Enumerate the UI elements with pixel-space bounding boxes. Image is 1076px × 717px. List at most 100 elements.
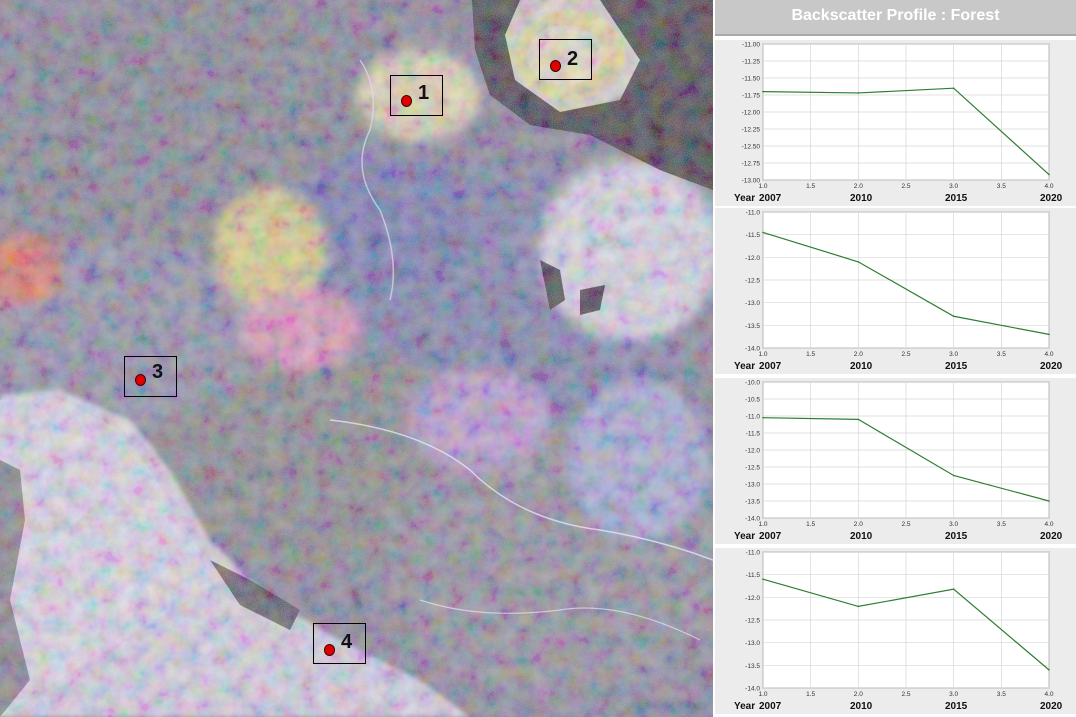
y-tick-label: -14.0 — [745, 346, 760, 353]
y-tick-label: -12.50 — [742, 144, 761, 151]
chart-panel-3: -10.0 -10.5 -11.0 -11.5 -12.0 -12.5 -13.0 -13.5… — [715, 378, 1076, 544]
data-point — [952, 315, 955, 318]
y-tick-label: -11.0 — [746, 550, 761, 557]
panel-title: Backscatter Profile : Forest — [715, 0, 1076, 36]
x-tick-label: 1.5 — [806, 691, 815, 698]
y-tick-label: -13.5 — [745, 323, 760, 330]
y-tick-label: -10.0 — [745, 380, 760, 387]
x-tick-label: 2.5 — [901, 183, 910, 190]
x-tick-label: 3.0 — [949, 691, 958, 698]
x-tick-label: 4.0 — [1044, 183, 1053, 190]
y-tick-label: -13.0 — [745, 640, 760, 647]
y-tick-label: -13.5 — [745, 663, 760, 670]
marker-dot-icon — [401, 95, 412, 107]
x-tick-label: 1.0 — [758, 691, 767, 698]
x-tick-label: 4.0 — [1044, 521, 1053, 528]
data-point — [857, 605, 860, 608]
x-tick-label: 4.0 — [1044, 351, 1053, 358]
y-tick-label: -11.75 — [742, 93, 760, 100]
x-tick-label: 1.5 — [806, 521, 815, 528]
year-label: 2020 — [1040, 193, 1063, 204]
marker-dot-icon — [135, 374, 146, 386]
y-tick-label: -12.5 — [745, 465, 760, 472]
map-marker-2[interactable]: 2 — [539, 39, 592, 80]
x-tick-label: 2.0 — [854, 351, 863, 358]
chart-2: -11.0 -11.5 -12.0 -12.5 -13.0 -13.5 -14.01.0 1.… — [745, 210, 1054, 359]
year-label: 2010 — [850, 701, 873, 712]
y-tick-label: -12.0 — [745, 595, 760, 602]
marker-label: 3 — [152, 361, 164, 383]
year-label: 2007 — [759, 193, 782, 204]
data-point — [1048, 500, 1050, 502]
x-tick-label: 4.0 — [1044, 691, 1053, 698]
data-point — [857, 261, 860, 263]
x-tick-label: 3.5 — [997, 351, 1006, 358]
data-point — [952, 588, 955, 590]
y-tick-label: -11.0 — [746, 414, 761, 421]
data-point — [762, 90, 764, 93]
x-tick-label: 2.0 — [854, 183, 863, 190]
y-tick-label: -14.0 — [745, 516, 760, 523]
marker-label: 4 — [341, 631, 353, 653]
year-label: 2015 — [945, 361, 968, 372]
y-tick-label: -14.0 — [745, 686, 760, 693]
data-point — [762, 231, 764, 234]
x-tick-label: 1.5 — [806, 351, 815, 358]
map-marker-3[interactable]: 3 — [124, 356, 177, 397]
chart-panel-4: -11.0 -11.5 -12.0 -12.5 -13.0 -13.5 -14.0 1.0 1.… — [715, 548, 1076, 714]
data-point — [1048, 669, 1050, 671]
chart-4: -11.0 -11.5 -12.0 -12.5 -13.0 -13.5 -14.01.0 1.… — [745, 550, 1054, 699]
y-tick-label: -11.25 — [742, 59, 760, 66]
year-label: 2010 — [850, 193, 873, 204]
x-tick-label: 3.0 — [949, 183, 958, 190]
satellite-map: 1 2 3 4 — [0, 0, 713, 717]
x-tick-label: 2.0 — [854, 521, 863, 528]
year-prefix: Year — [734, 701, 756, 712]
year-label: 2020 — [1040, 701, 1063, 712]
y-tick-label: -11.5 — [746, 431, 761, 438]
marker-dot-icon — [550, 60, 561, 72]
series-line — [762, 231, 1050, 335]
satellite-image — [0, 0, 713, 717]
data-point — [952, 474, 955, 477]
marker-label: 2 — [567, 48, 579, 70]
year-label: 2020 — [1040, 531, 1063, 542]
y-tick-label: -11.5 — [746, 232, 761, 239]
year-axis: Year 2007 2010 2015 2020 — [715, 530, 1076, 544]
y-tick-label: -12.5 — [745, 278, 760, 285]
y-tick-label: -13.00 — [742, 178, 761, 185]
x-tick-label: 3.0 — [949, 521, 958, 528]
year-label: 2010 — [850, 531, 873, 542]
y-tick-label: -11.5 — [746, 572, 761, 579]
x-tick-label: 2.5 — [901, 691, 910, 698]
x-tick-label: 3.5 — [997, 691, 1006, 698]
x-tick-label: 1.0 — [758, 183, 767, 190]
x-tick-label: 2.5 — [901, 351, 910, 358]
data-point — [762, 578, 764, 580]
x-tick-label: 3.5 — [997, 183, 1006, 190]
marker-label: 1 — [418, 82, 430, 104]
backscatter-panel: Backscatter Profile : Forest -11.00 -11.2… — [713, 0, 1076, 717]
data-point — [857, 418, 860, 421]
year-label: 2015 — [945, 193, 968, 204]
y-tick-label: -11.50 — [742, 76, 760, 83]
data-point — [1048, 333, 1050, 336]
y-tick-label: -11.00 — [742, 42, 760, 49]
map-marker-4[interactable]: 4 — [313, 623, 366, 664]
year-label: 2015 — [945, 531, 968, 542]
map-marker-1[interactable]: 1 — [390, 75, 443, 116]
chart-3: -10.0 -10.5 -11.0 -11.5 -12.0 -12.5 -13.0 -13.5… — [745, 380, 1054, 529]
data-point — [952, 87, 955, 89]
year-axis: Year 2007 2010 2015 2020 — [715, 360, 1076, 374]
year-prefix: Year — [734, 193, 756, 204]
chart-panel-1: -11.00 -11.25 -11.50 -11.75 -12.00 -12.25 -12.… — [715, 40, 1076, 206]
x-tick-label: 1.0 — [758, 351, 767, 358]
x-tick-label: 2.0 — [854, 691, 863, 698]
y-tick-label: -12.5 — [745, 618, 760, 625]
y-tick-label: -10.5 — [745, 397, 760, 404]
y-tick-label: -12.75 — [742, 161, 761, 168]
series-line — [762, 417, 1050, 502]
x-tick-label: 3.5 — [997, 521, 1006, 528]
year-prefix: Year — [734, 531, 756, 542]
year-label: 2007 — [759, 701, 782, 712]
